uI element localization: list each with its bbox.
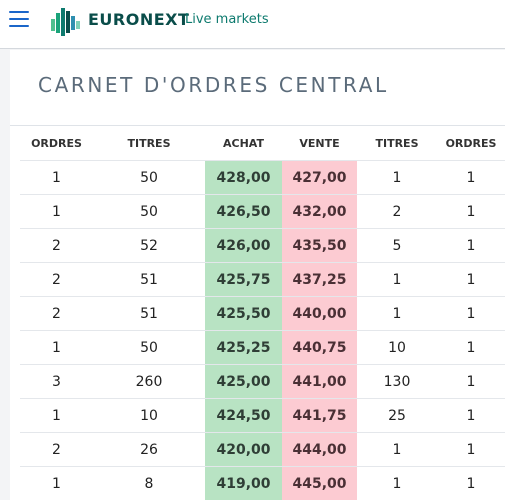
live-markets-label[interactable]: Live markets <box>185 12 269 27</box>
cell-ordres-achat: 1 <box>20 330 93 365</box>
column-header-ordres-vente: ORDRES <box>445 136 497 150</box>
cell-titres-achat: 51 <box>93 262 205 297</box>
cell-titres-achat: 51 <box>93 296 205 331</box>
cell-ordres-achat: 2 <box>20 432 93 467</box>
column-header-titres-vente: TITRES <box>375 136 419 150</box>
table-row: 3 260 425,00 441,00 130 1 <box>20 364 505 399</box>
table-header-row: ORDRES TITRES ACHAT VENTE TITRES ORDRES <box>20 126 505 161</box>
cell-achat: 419,00 <box>205 466 282 500</box>
cell-achat: 428,00 <box>205 160 282 195</box>
title-divider <box>10 125 505 126</box>
cell-titres-vente: 130 <box>357 364 437 399</box>
cell-vente: 444,00 <box>282 432 357 467</box>
cell-titres-achat: 52 <box>93 228 205 263</box>
cell-achat: 425,25 <box>205 330 282 365</box>
cell-ordres-vente: 1 <box>437 466 505 500</box>
cell-achat: 426,50 <box>205 194 282 229</box>
cell-titres-achat: 50 <box>93 160 205 195</box>
cell-vente: 441,00 <box>282 364 357 399</box>
table-row: 2 26 420,00 444,00 1 1 <box>20 432 505 467</box>
cell-titres-vente: 1 <box>357 432 437 467</box>
table-row: 1 50 426,50 432,00 2 1 <box>20 194 505 229</box>
cell-ordres-vente: 1 <box>437 330 505 365</box>
cell-vente: 440,00 <box>282 296 357 331</box>
cell-titres-achat: 50 <box>93 194 205 229</box>
cell-titres-achat: 26 <box>93 432 205 467</box>
cell-titres-vente: 1 <box>357 160 437 195</box>
cell-ordres-vente: 1 <box>437 296 505 331</box>
cell-achat: 425,00 <box>205 364 282 399</box>
cell-ordres-achat: 1 <box>20 194 93 229</box>
cell-vente: 445,00 <box>282 466 357 500</box>
cell-titres-achat: 50 <box>93 330 205 365</box>
order-book-panel: CARNET D'ORDRES CENTRAL ORDRES TITRES ACHA… <box>10 50 505 500</box>
column-header-titres-achat: TITRES <box>127 136 171 150</box>
column-header-achat: ACHAT <box>223 136 264 150</box>
cell-titres-vente: 5 <box>357 228 437 263</box>
top-bar: EURONEXT Live markets <box>0 0 505 49</box>
cell-titres-achat: 8 <box>93 466 205 500</box>
cell-ordres-achat: 2 <box>20 228 93 263</box>
cell-ordres-vente: 1 <box>437 398 505 433</box>
cell-achat: 426,00 <box>205 228 282 263</box>
cell-achat: 420,00 <box>205 432 282 467</box>
cell-achat: 425,50 <box>205 296 282 331</box>
table-row: 1 8 419,00 445,00 1 1 <box>20 466 505 500</box>
cell-vente: 441,75 <box>282 398 357 433</box>
cell-titres-vente: 1 <box>357 296 437 331</box>
cell-achat: 425,75 <box>205 262 282 297</box>
cell-ordres-achat: 2 <box>20 296 93 331</box>
cell-ordres-achat: 1 <box>20 398 93 433</box>
table-row: 1 10 424,50 441,75 25 1 <box>20 398 505 433</box>
cell-achat: 424,50 <box>205 398 282 433</box>
column-header-vente: VENTE <box>299 136 340 150</box>
cell-ordres-achat: 2 <box>20 262 93 297</box>
table-row: 2 51 425,75 437,25 1 1 <box>20 262 505 297</box>
cell-titres-achat: 10 <box>93 398 205 433</box>
order-book-table: ORDRES TITRES ACHAT VENTE TITRES ORDRES 1 50 42… <box>20 126 505 500</box>
cell-vente: 440,75 <box>282 330 357 365</box>
cell-titres-vente: 1 <box>357 466 437 500</box>
cell-titres-achat: 260 <box>93 364 205 399</box>
cell-titres-vente: 10 <box>357 330 437 365</box>
cell-titres-vente: 2 <box>357 194 437 229</box>
cell-titres-vente: 1 <box>357 262 437 297</box>
cell-ordres-vente: 1 <box>437 432 505 467</box>
cell-ordres-vente: 1 <box>437 364 505 399</box>
table-row: 2 52 426,00 435,50 5 1 <box>20 228 505 263</box>
table-row: 2 51 425,50 440,00 1 1 <box>20 296 505 331</box>
cell-titres-vente: 25 <box>357 398 437 433</box>
cell-ordres-vente: 1 <box>437 194 505 229</box>
euronext-logo-icon[interactable] <box>49 5 83 39</box>
cell-ordres-achat: 1 <box>20 160 93 195</box>
table-body: 1 50 428,00 427,00 1 1 1 50 426,50 432,00 2 1 2 52 426… <box>20 160 505 500</box>
cell-ordres-achat: 3 <box>20 364 93 399</box>
cell-ordres-vente: 1 <box>437 262 505 297</box>
cell-ordres-vente: 1 <box>437 160 505 195</box>
cell-ordres-achat: 1 <box>20 466 93 500</box>
table-row: 1 50 425,25 440,75 10 1 <box>20 330 505 365</box>
table-row: 1 50 428,00 427,00 1 1 <box>20 160 505 195</box>
page-title: CARNET D'ORDRES CENTRAL <box>38 73 389 97</box>
column-header-ordres-achat: ORDRES <box>31 136 82 150</box>
cell-vente: 432,00 <box>282 194 357 229</box>
brand-name[interactable]: EURONEXT <box>88 10 190 29</box>
cell-vente: 435,50 <box>282 228 357 263</box>
cell-ordres-vente: 1 <box>437 228 505 263</box>
menu-icon[interactable] <box>9 11 29 27</box>
cell-vente: 427,00 <box>282 160 357 195</box>
cell-vente: 437,25 <box>282 262 357 297</box>
